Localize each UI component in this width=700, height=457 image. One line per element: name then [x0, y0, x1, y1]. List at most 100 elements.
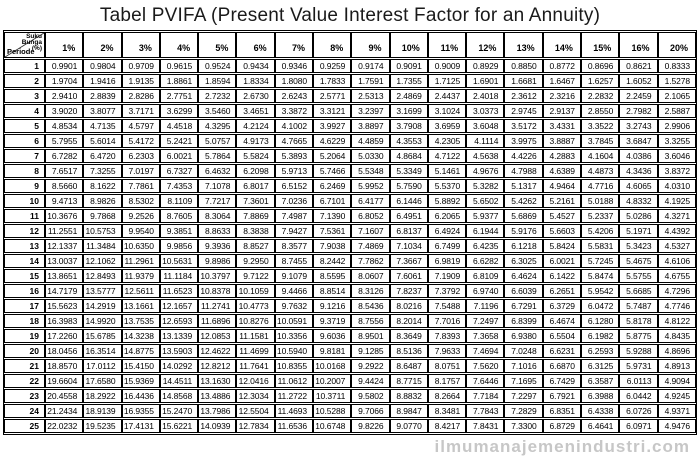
- pvifa-value-cell: 4.7746: [657, 299, 696, 313]
- pvifa-value-cell: 4.7122: [427, 149, 467, 163]
- pvifa-value-cell: 0.9709: [121, 59, 160, 73]
- pvifa-value-cell: 6.8351: [542, 404, 581, 418]
- pvifa-value-cell: 7.1034: [389, 239, 428, 253]
- pvifa-value-cell: 4.1002: [274, 119, 313, 133]
- pvifa-value-cell: 5.4262: [504, 194, 543, 208]
- pvifa-value-cell: 0.9434: [236, 59, 275, 73]
- pvifa-value-cell: 7.1196: [466, 299, 505, 313]
- table-row: 21 18.8570 17.0112 15.4150 14.0292 12.8212 11.…: [4, 359, 696, 373]
- pvifa-value-cell: 6.4632: [198, 164, 237, 178]
- pvifa-value-cell: 4.7135: [83, 119, 122, 133]
- pvifa-value-cell: 7.3792: [427, 284, 467, 298]
- pvifa-value-cell: 2.7982: [619, 104, 658, 118]
- pvifa-value-cell: 6.4338: [580, 404, 620, 418]
- pvifa-value-cell: 6.0021: [542, 254, 581, 268]
- pvifa-value-cell: 2.3216: [542, 89, 581, 103]
- period-cell: 22: [4, 374, 45, 388]
- pvifa-value-cell: 1.6052: [619, 74, 658, 88]
- pvifa-value-cell: 8.4217: [427, 419, 467, 433]
- pvifa-value-cell: 2.7232: [198, 89, 237, 103]
- pvifa-value-cell: 13.5777: [83, 284, 122, 298]
- pvifa-value-cell: 9.3936: [198, 239, 237, 253]
- pvifa-value-cell: 8.5436: [351, 299, 390, 313]
- pvifa-value-cell: 2.6730: [236, 89, 275, 103]
- pvifa-value-cell: 9.1285: [351, 344, 390, 358]
- pvifa-value-cell: 7.2497: [466, 314, 505, 328]
- pvifa-value-cell: 4.6065: [619, 179, 658, 193]
- pvifa-value-cell: 6.2469: [312, 179, 352, 193]
- pvifa-value-cell: 5.6502: [466, 194, 505, 208]
- period-cell: 12: [4, 224, 45, 238]
- table-row: 17 15.5623 14.2919 13.1661 12.1657 11.2741 10.…: [4, 299, 696, 313]
- pvifa-value-cell: 10.5631: [159, 254, 199, 268]
- pvifa-value-cell: 4.6389: [542, 164, 581, 178]
- pvifa-value-cell: 7.7217: [198, 194, 237, 208]
- pvifa-value-cell: 3.2743: [619, 119, 658, 133]
- pvifa-value-cell: 5.7245: [580, 254, 620, 268]
- period-cell: 17: [4, 299, 45, 313]
- pvifa-value-cell: 0.8696: [580, 59, 620, 73]
- pvifa-value-cell: 14.7179: [45, 284, 84, 298]
- pvifa-value-cell: 8.9847: [389, 404, 428, 418]
- pvifa-value-cell: 4.7716: [580, 179, 620, 193]
- pvifa-value-cell: 7.0197: [121, 164, 160, 178]
- pvifa-value-cell: 13.0037: [45, 254, 84, 268]
- pvifa-value-cell: 7.8237: [389, 284, 428, 298]
- table-row: 24 21.2434 18.9139 16.9355 15.2470 13.7986 12.…: [4, 404, 696, 418]
- pvifa-value-cell: 13.1339: [159, 329, 199, 343]
- pvifa-value-cell: 11.1581: [236, 329, 275, 343]
- pvifa-value-cell: 5.0757: [198, 134, 237, 148]
- pvifa-value-cell: 7.7843: [466, 404, 505, 418]
- pvifa-value-cell: 3.3255: [657, 134, 696, 148]
- pvifa-value-cell: 4.4392: [657, 224, 696, 238]
- pvifa-value-cell: 6.0971: [619, 419, 658, 433]
- pvifa-value-cell: 6.7291: [504, 299, 543, 313]
- pvifa-value-cell: 12.3034: [236, 389, 275, 403]
- column-header-9pct: 9%: [351, 32, 390, 58]
- pvifa-value-cell: 9.2922: [351, 359, 390, 373]
- pvifa-value-cell: 1.7125: [427, 74, 467, 88]
- pvifa-value-cell: 8.8633: [198, 224, 237, 238]
- pvifa-value-cell: 0.9804: [83, 59, 122, 73]
- pvifa-value-cell: 7.6061: [389, 269, 428, 283]
- period-cell: 19: [4, 329, 45, 343]
- pvifa-value-cell: 2.9745: [504, 104, 543, 118]
- pvifa-value-cell: 7.1078: [198, 179, 237, 193]
- watermark-text: ilmumanajemenindustri.com: [434, 437, 690, 456]
- pvifa-value-cell: 8.9826: [83, 194, 122, 208]
- pvifa-value-cell: 2.6243: [274, 89, 313, 103]
- pvifa-table-container: Suku Bunga (%) Periode 1% 2% 3% 4% 5% 6% 7% 8% 9…: [3, 30, 697, 435]
- period-cell: 18: [4, 314, 45, 328]
- pvifa-value-cell: 6.4924: [427, 224, 467, 238]
- pvifa-value-cell: 6.0472: [580, 299, 620, 313]
- pvifa-value-cell: 5.9713: [274, 164, 313, 178]
- pvifa-value-cell: 15.2470: [159, 404, 199, 418]
- pvifa-value-cell: 3.9927: [312, 119, 352, 133]
- pvifa-value-cell: 8.1109: [159, 194, 199, 208]
- column-header-15pct: 15%: [580, 32, 620, 58]
- pvifa-value-cell: 1.6467: [542, 74, 581, 88]
- pvifa-value-cell: 4.2305: [427, 134, 467, 148]
- period-cell: 1: [4, 59, 45, 73]
- pvifa-value-cell: 5.3282: [466, 179, 505, 193]
- pvifa-value-cell: 3.9020: [45, 104, 84, 118]
- pvifa-value-cell: 9.5802: [351, 389, 390, 403]
- pvifa-value-cell: 5.8424: [542, 239, 581, 253]
- pvifa-value-cell: 10.3797: [198, 269, 237, 283]
- pvifa-value-cell: 4.1604: [580, 149, 620, 163]
- pvifa-value-cell: 8.9501: [351, 329, 390, 343]
- pvifa-value-cell: 5.6014: [83, 134, 122, 148]
- pvifa-value-cell: 6.7327: [159, 164, 199, 178]
- pvifa-value-cell: 5.4206: [580, 224, 620, 238]
- pvifa-value-cell: 3.6847: [619, 134, 658, 148]
- pvifa-value-cell: 10.3711: [312, 389, 352, 403]
- pvifa-value-cell: 0.9259: [312, 59, 352, 73]
- pvifa-value-cell: 4.2883: [542, 149, 581, 163]
- pvifa-value-cell: 6.8109: [466, 269, 505, 283]
- pvifa-value-cell: 4.3436: [619, 164, 658, 178]
- pvifa-value-cell: 0.9091: [389, 59, 428, 73]
- pvifa-value-cell: 6.3025: [504, 254, 543, 268]
- pvifa-value-cell: 12.4622: [198, 344, 237, 358]
- pvifa-value-cell: 18.8570: [45, 359, 84, 373]
- pvifa-value-cell: 12.1337: [45, 239, 84, 253]
